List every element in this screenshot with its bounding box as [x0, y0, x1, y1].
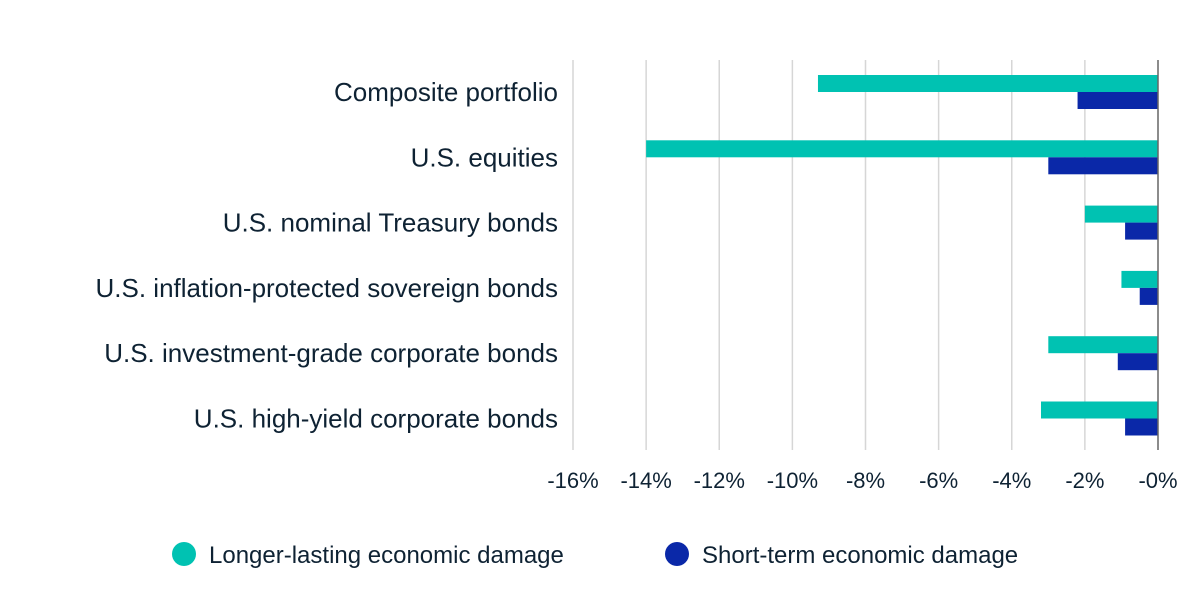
- legend-label: Longer-lasting economic damage: [209, 542, 564, 569]
- bar-short-term: [1117, 353, 1158, 371]
- x-tick-label: -12%: [694, 468, 745, 493]
- bar-short-term: [1077, 92, 1158, 109]
- bar-short-term: [1048, 157, 1158, 175]
- bar-longer-lasting: [1121, 270, 1158, 288]
- legend-label: Short-term economic damage: [702, 542, 1018, 569]
- bar-longer-lasting: [1084, 205, 1158, 223]
- legend-marker-icon: [172, 542, 196, 566]
- bar-longer-lasting: [1048, 336, 1158, 354]
- x-tick-label: -4%: [992, 468, 1031, 493]
- x-tick-label: -16%: [547, 468, 598, 493]
- x-tick-label: -8%: [846, 468, 885, 493]
- legend-marker-icon: [665, 542, 689, 566]
- bar-short-term: [1139, 287, 1158, 305]
- category-label: Composite portfolio: [334, 77, 558, 107]
- x-tick-label: -2%: [1065, 468, 1104, 493]
- category-label: U.S. investment-grade corporate bonds: [104, 338, 558, 368]
- bar-longer-lasting: [1041, 401, 1158, 419]
- x-tick-label: -14%: [620, 468, 671, 493]
- bar-longer-lasting: [646, 140, 1158, 158]
- category-label: U.S. equities: [411, 142, 558, 172]
- x-tick-label: -6%: [919, 468, 958, 493]
- bar-longer-lasting: [817, 75, 1158, 92]
- category-label: U.S. nominal Treasury bonds: [223, 208, 558, 238]
- category-label: U.S. high-yield corporate bonds: [194, 404, 558, 434]
- x-tick-label: -0%: [1138, 468, 1177, 493]
- x-tick-label: -10%: [767, 468, 818, 493]
- bar-short-term: [1125, 418, 1158, 436]
- bar-short-term: [1125, 222, 1158, 240]
- category-label: U.S. inflation-protected sovereign bonds: [96, 273, 559, 303]
